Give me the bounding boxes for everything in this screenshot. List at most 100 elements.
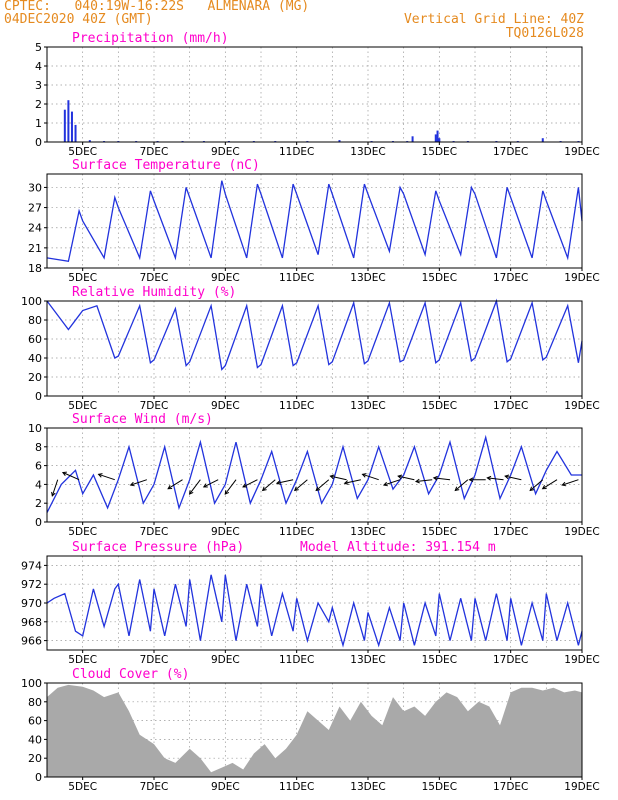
- cloud-ytick-label: 40: [28, 733, 42, 746]
- cloud-ytick-label: 0: [35, 771, 42, 784]
- pressure-title: Surface Pressure (hPa): [72, 540, 244, 555]
- wind-xtick-label: 19DEC: [564, 526, 599, 538]
- temp-ytick-label: 24: [28, 222, 42, 235]
- precip-xtick-label: 19DEC: [564, 146, 599, 158]
- cloud-area: [47, 684, 582, 777]
- temp-ytick-label: 27: [28, 202, 42, 215]
- rh-ytick-label: 0: [35, 390, 42, 403]
- rh-ytick-label: 20: [28, 371, 42, 384]
- rh-xtick-label: 7DEC: [140, 400, 169, 412]
- wind-arrow-head: [397, 474, 403, 480]
- precip-xtick-label: 9DEC: [211, 146, 240, 158]
- cloud-xtick-label: 19DEC: [564, 781, 599, 793]
- temp-ytick-label: 30: [28, 181, 42, 194]
- precip-bar: [436, 130, 439, 142]
- wind-arrow: [487, 477, 504, 481]
- pressure-ytick-label: 966: [21, 635, 42, 648]
- cloud-xtick-label: 7DEC: [140, 781, 169, 793]
- pressure-frame-top: [46, 555, 583, 651]
- cloud-ytick-label: 20: [28, 752, 42, 765]
- wind-arrow-head: [242, 483, 248, 488]
- wind-arrow-head: [361, 473, 367, 478]
- wind-arrow-head: [414, 478, 420, 484]
- wind-arrow: [505, 475, 522, 481]
- wind-arrow: [415, 479, 433, 482]
- cloud-xtick-label: 15DEC: [422, 781, 457, 793]
- wind-arrow-head: [343, 480, 349, 485]
- rh-series-line: [46, 298, 583, 371]
- wind-xtick-label: 15DEC: [422, 526, 457, 538]
- model-altitude: Model Altitude: 391.154 m: [300, 540, 496, 555]
- wind-xtick-label: 13DEC: [350, 526, 385, 538]
- rh-title: Relative Humidity (%): [72, 285, 236, 300]
- wind-arrow: [383, 479, 401, 486]
- pressure-ytick-label: 974: [21, 559, 42, 572]
- precip-ytick-label: 0: [35, 136, 42, 149]
- pressure-xtick-label: 5DEC: [68, 654, 97, 666]
- wind-arrow-head: [529, 486, 535, 492]
- precip-bar: [434, 134, 437, 142]
- rh-ytick-label: 100: [21, 295, 42, 308]
- pressure-xtick-label: 15DEC: [422, 654, 457, 666]
- rh-xtick-label: 9DEC: [211, 400, 240, 412]
- wind-xtick-label: 17DEC: [493, 526, 528, 538]
- wind-arrow: [362, 473, 379, 481]
- cloud-ytick-label: 60: [28, 715, 42, 728]
- wind-arrow: [315, 479, 330, 491]
- wind-arrow: [344, 479, 361, 484]
- wind-arrow: [398, 475, 415, 481]
- wind-arrow-head: [293, 486, 299, 492]
- precip-bar: [88, 140, 91, 142]
- rh-frame-top: [46, 300, 583, 397]
- wind-arrow: [262, 479, 276, 491]
- cloud-title: Cloud Cover (%): [72, 667, 189, 682]
- wind-arrow-head: [432, 475, 438, 481]
- wind-arrow-head: [486, 475, 492, 481]
- temp-xtick-label: 7DEC: [140, 272, 169, 284]
- rh-xtick-label: 15DEC: [422, 400, 457, 412]
- cloud-xtick-label: 13DEC: [350, 781, 385, 793]
- wind-ytick-label: 4: [35, 478, 42, 491]
- wind-arrow-head: [315, 486, 321, 492]
- precip-ytick-label: 2: [35, 98, 42, 111]
- precip-bar: [63, 109, 66, 142]
- wind-arrow: [203, 479, 219, 488]
- rh-ytick-label: 60: [28, 333, 42, 346]
- precip-bar: [411, 136, 414, 142]
- rh-xtick-label: 11DEC: [279, 400, 314, 412]
- precip-xtick-label: 15DEC: [422, 146, 457, 158]
- wind-series-line: [46, 434, 582, 513]
- wind-arrow: [330, 475, 347, 481]
- wind-arrow-head: [97, 473, 103, 478]
- wind-ytick-label: 6: [35, 460, 42, 473]
- precip-xtick-label: 13DEC: [350, 146, 385, 158]
- rh-xtick-label: 19DEC: [564, 400, 599, 412]
- pressure-ytick-label: 968: [21, 616, 42, 629]
- wind-arrow: [189, 479, 201, 495]
- wind-xtick-label: 5DEC: [68, 526, 97, 538]
- header-run-time: 04DEC2020 40Z (GMT): [4, 12, 153, 27]
- temp-xtick-label: 9DEC: [211, 272, 240, 284]
- temp-xtick-label: 11DEC: [279, 272, 314, 284]
- cloud-ytick-label: 100: [21, 677, 42, 690]
- wind-arrow-head: [129, 481, 135, 487]
- temp-xtick-label: 17DEC: [493, 272, 528, 284]
- wind-arrow-head: [61, 471, 67, 476]
- wind-arrow-head: [51, 491, 56, 497]
- temp-xtick-label: 19DEC: [564, 272, 599, 284]
- rh-ytick-label: 40: [28, 352, 42, 365]
- wind-arrow-head: [261, 486, 267, 492]
- wind-arrow: [224, 479, 237, 495]
- header-vertical-grid: Vertical Grid Line: 40Z: [403, 12, 584, 27]
- pressure-xtick-label: 17DEC: [493, 654, 528, 666]
- precip-bar: [438, 138, 441, 142]
- precip-xtick-label: 17DEC: [493, 146, 528, 158]
- temp-xtick-label: 5DEC: [68, 272, 97, 284]
- pressure-xtick-label: 7DEC: [140, 654, 169, 666]
- wind-arrow-head: [504, 474, 510, 480]
- temp-ytick-label: 21: [28, 242, 42, 255]
- precip-ytick-label: 4: [35, 60, 42, 73]
- wind-arrow-head: [468, 477, 474, 483]
- wind-title: Surface Wind (m/s): [72, 412, 213, 427]
- precip-ytick-label: 5: [35, 41, 42, 54]
